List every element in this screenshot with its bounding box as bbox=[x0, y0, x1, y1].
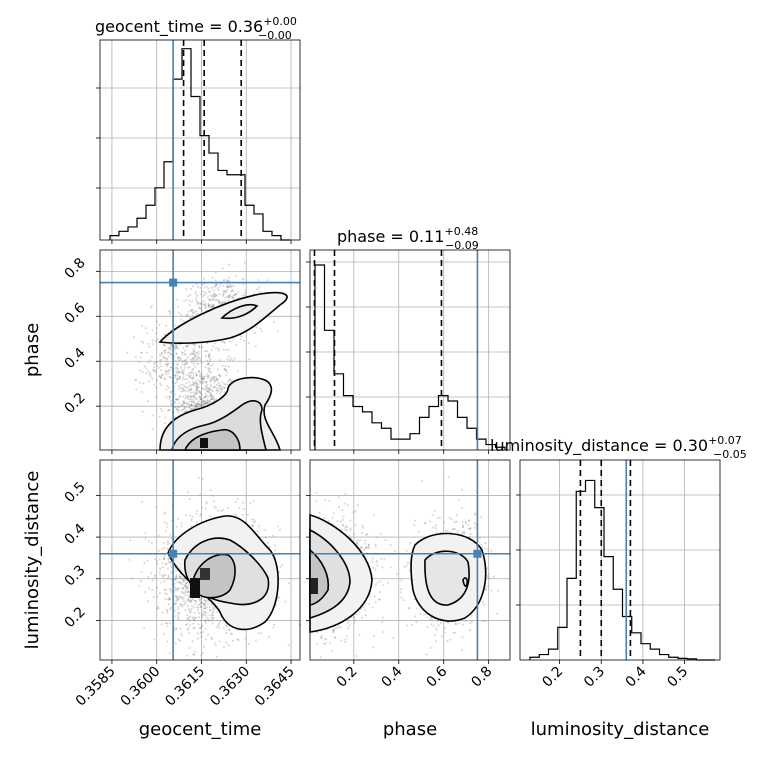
yticklabel-phase-1: 0.4 bbox=[62, 345, 89, 372]
xticklabel-phase-2: 0.6 bbox=[423, 663, 450, 690]
xlabel-phase: phase bbox=[383, 719, 437, 740]
xticklabel-phase-3: 0.8 bbox=[468, 664, 495, 691]
contour-ld-geocent-inner bbox=[191, 553, 236, 599]
truth-marker-phase-geocent bbox=[169, 278, 178, 287]
density-peak-phase-geocent bbox=[200, 438, 208, 448]
ylabel-phase: phase bbox=[22, 323, 43, 377]
xticklabel-geocent-3: 0.3630 bbox=[207, 664, 253, 710]
panel-phase-geocent bbox=[99, 249, 301, 451]
title-geocent-time: geocent_time = 0.36+0.00 −0.00 bbox=[95, 15, 297, 42]
xticklabel-geocent-0: 0.3585 bbox=[73, 664, 119, 710]
xticklabel-ld-0: 0.2 bbox=[539, 664, 566, 691]
yticklabel-phase-3: 0.8 bbox=[62, 255, 89, 282]
yticklabel-ld-0: 0.2 bbox=[62, 604, 89, 631]
contour-ld-phase-right-inner bbox=[424, 550, 470, 606]
panel-ld-geocent bbox=[99, 459, 301, 661]
ylabel-luminosity-distance: luminosity_distance bbox=[22, 471, 43, 650]
density-high-ld-geocent bbox=[200, 568, 210, 580]
xticklabel-ld-3: 0.5 bbox=[664, 664, 691, 691]
yticklabel-phase-0: 0.2 bbox=[62, 390, 89, 417]
xlabel-luminosity-distance: luminosity_distance bbox=[531, 719, 710, 740]
xticklabel-phase-1: 0.4 bbox=[379, 663, 406, 690]
truth-marker-ld-phase bbox=[473, 549, 482, 558]
yticklabel-ld-3: 0.5 bbox=[62, 479, 89, 506]
xlabel-geocent-time: geocent_time bbox=[139, 719, 262, 740]
xticklabel-ld-2: 0.4 bbox=[623, 663, 650, 690]
yticklabel-phase-2: 0.6 bbox=[62, 300, 89, 327]
xticklabel-geocent-2: 0.3615 bbox=[162, 664, 208, 710]
density-peak-ld-phase bbox=[310, 578, 318, 594]
contour-phase-geocent-upper-inner bbox=[220, 303, 259, 320]
density-peak-ld-geocent bbox=[190, 578, 200, 598]
hist-geocent-time bbox=[109, 48, 290, 241]
panel-ld-hist bbox=[519, 459, 721, 661]
contour-phase-geocent-lower-inner bbox=[183, 428, 241, 451]
xticklabel-geocent-4: 0.3645 bbox=[252, 664, 298, 710]
contour-ld-phase-right-dot bbox=[462, 577, 468, 587]
hist-luminosity-distance bbox=[529, 479, 715, 661]
hist-phase bbox=[314, 264, 506, 450]
xticklabel-geocent-1: 0.3600 bbox=[118, 664, 164, 710]
yticklabel-ld-1: 0.3 bbox=[62, 562, 89, 589]
panel-phase-hist bbox=[309, 249, 511, 451]
truth-marker-ld-geocent bbox=[169, 549, 178, 558]
panel-ld-phase bbox=[309, 459, 511, 661]
xticklabel-ld-1: 0.3 bbox=[581, 664, 608, 691]
xticklabel-phase-0: 0.2 bbox=[334, 664, 361, 691]
panel-geocent-hist bbox=[99, 39, 301, 241]
title-phase: phase = 0.11+0.48 −0.09 bbox=[337, 225, 479, 252]
yticklabel-ld-2: 0.4 bbox=[62, 521, 89, 548]
title-luminosity-distance: luminosity_distance = 0.30+0.07 −0.05 bbox=[490, 434, 747, 461]
